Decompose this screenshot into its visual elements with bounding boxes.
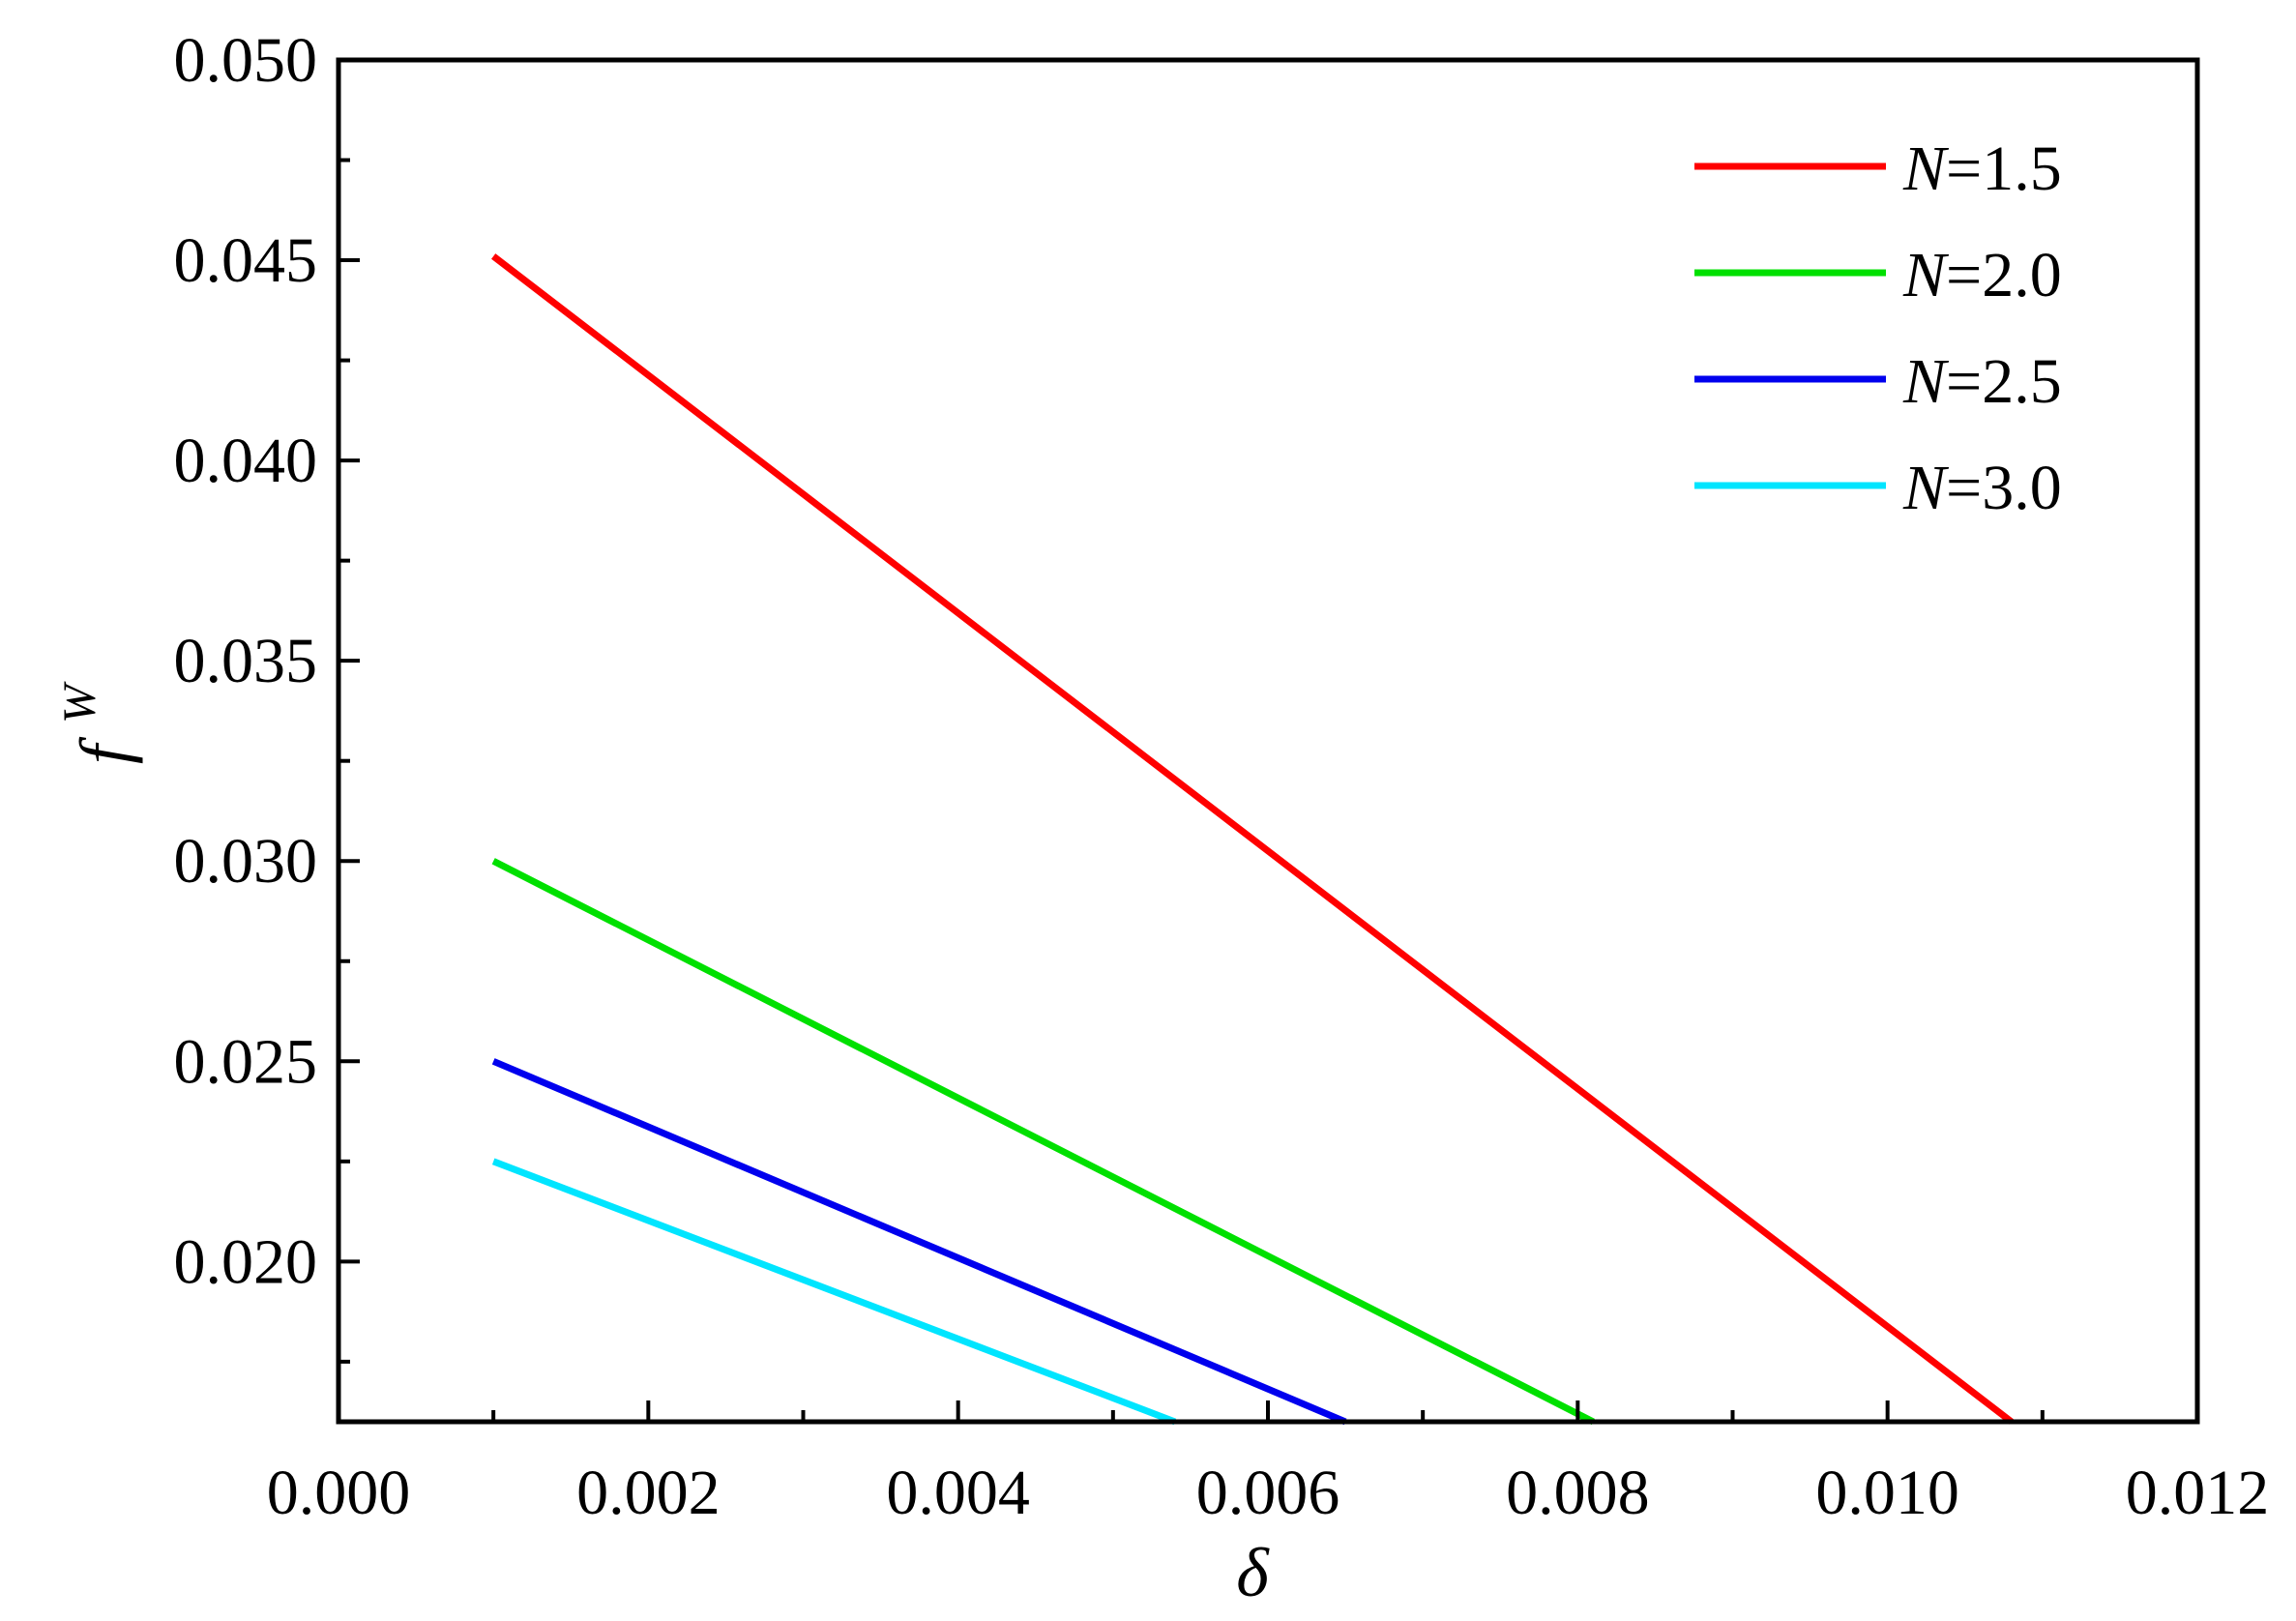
legend-item: N=1.5 [1694, 133, 2062, 204]
legend-item: N=3.0 [1694, 453, 2062, 523]
y-tick-label: 0.050 [174, 25, 318, 96]
legend-label: N=3.0 [1902, 453, 2062, 523]
legend-label-symbol: N [1902, 346, 1950, 417]
plot-lines [491, 253, 2014, 1426]
legend: N=1.5N=2.0N=2.5N=3.0 [1694, 133, 2062, 523]
x-tick-label: 0.006 [1196, 1458, 1340, 1528]
legend-label: N=2.0 [1902, 240, 2062, 310]
x-tick-label: 0.008 [1506, 1458, 1650, 1528]
legend-label-symbol: N [1902, 453, 1950, 523]
x-axis: 0.000 0.002 0.004 0.006 0.008 0.010 0.012 [267, 1400, 2270, 1528]
y-tick-label: 0.025 [174, 1026, 318, 1097]
x-tick-label: 0.000 [267, 1458, 411, 1528]
x-axis-title: δ [1236, 1534, 1270, 1611]
series-line-3 [491, 1058, 1347, 1426]
legend-label-symbol: N [1902, 133, 1950, 204]
legend-label-value: =2.5 [1946, 346, 2062, 417]
y-axis-title-main: f [66, 736, 143, 764]
y-tick-label: 0.035 [174, 626, 318, 696]
legend-label: N=1.5 [1902, 133, 2062, 204]
legend-label-value: =2.0 [1946, 240, 2062, 310]
legend-label: N=2.5 [1902, 346, 2062, 417]
legend-label-symbol: N [1902, 240, 1950, 310]
y-tick-label: 0.045 [174, 225, 318, 296]
x-tick-label: 0.012 [2126, 1458, 2270, 1528]
legend-label-value: =3.0 [1946, 453, 2062, 523]
series-line-4 [491, 1158, 1177, 1426]
series-line-1 [491, 253, 2014, 1425]
y-tick-label: 0.020 [174, 1226, 318, 1297]
y-axis-title-superscript: W [54, 681, 105, 723]
x-tick-label: 0.002 [576, 1458, 721, 1528]
y-tick-label: 0.030 [174, 826, 318, 897]
x-tick-label: 0.004 [886, 1458, 1030, 1528]
legend-label-value: =1.5 [1946, 133, 2062, 204]
legend-item: N=2.5 [1694, 346, 2062, 417]
y-axis: 0.020 0.025 0.030 0.035 0.040 0.045 0.050 [174, 25, 360, 1364]
legend-item: N=2.0 [1694, 240, 2062, 310]
y-tick-label: 0.040 [174, 426, 318, 496]
y-axis-title: f W [54, 681, 143, 764]
series-line-2 [491, 858, 1595, 1426]
x-tick-label: 0.010 [1815, 1458, 1959, 1528]
